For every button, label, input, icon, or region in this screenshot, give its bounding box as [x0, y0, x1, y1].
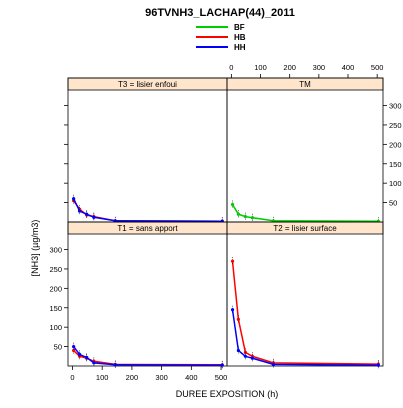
x-axis-label: DUREE EXPOSITION (h) — [176, 389, 279, 399]
y-tick-label-left: 100 — [49, 323, 62, 332]
y-tick-label-left: 200 — [49, 284, 62, 293]
panels: T3 = lisier enfoui TM T1 = sans apport T2 =… — [67, 77, 384, 370]
data-point-bf — [236, 212, 240, 216]
panel-border — [67, 77, 228, 223]
x-tick-label-bottom: 200 — [126, 373, 139, 382]
y-tick-label-right: 250 — [389, 121, 402, 130]
y-axis-label: [NH3] (µg/m3) — [30, 220, 40, 277]
panel-4: T2 = lisier surface — [226, 221, 384, 370]
data-point-bf — [250, 216, 254, 220]
x-tick-label-bottom: 0 — [70, 373, 74, 382]
data-point-hh — [230, 308, 235, 312]
data-point-hh — [113, 363, 117, 367]
panel-2: TM — [226, 77, 384, 226]
data-point-hh — [77, 209, 82, 213]
data-point-bf — [243, 214, 247, 219]
y-tick-label-left: 300 — [49, 246, 62, 255]
chart-title: 96TVNH3_LACHAP(44)_2011 — [145, 7, 295, 19]
legend-label-hb: HB — [234, 33, 246, 42]
data-point-hh — [236, 348, 240, 353]
series-line-hh — [72, 198, 223, 222]
data-point-hh — [92, 361, 96, 365]
panel-strip-label: T1 = sans apport — [117, 224, 178, 233]
data-point-hh — [92, 215, 96, 219]
data-point-hh — [243, 354, 247, 358]
x-tick-label-top: 300 — [313, 63, 326, 72]
series-line-hh — [231, 309, 379, 366]
legend-label-bf: BF — [234, 23, 245, 32]
y-tick-label-right: 50 — [389, 199, 397, 208]
x-tick-label-bottom: 300 — [155, 373, 168, 382]
panel-border — [67, 221, 228, 367]
y-tick-label-left: 250 — [49, 265, 62, 274]
data-point-hh — [72, 197, 76, 201]
series-line-hh — [73, 346, 223, 366]
panel-1: T3 = lisier enfoui — [67, 77, 228, 226]
panel-strip-label: T3 = lisier enfoui — [118, 80, 177, 89]
data-point-hh — [376, 363, 380, 367]
legend-label-hh: HH — [234, 43, 246, 52]
panel-3: T1 = sans apport — [67, 221, 228, 370]
x-tick-label-top: 100 — [254, 63, 267, 72]
axes: 0 0 100 100 200 200 300 300 400 400 500 500 50 50 100 1… — [49, 63, 401, 382]
data-point-hb — [230, 259, 235, 263]
x-tick-label-top: 400 — [342, 63, 355, 72]
series-line-hb — [231, 261, 379, 365]
x-tick-label-bottom: 500 — [215, 373, 228, 382]
data-point-bf — [230, 202, 235, 207]
panel-strip-label: TM — [299, 80, 311, 89]
panel-strip-label: T2 = lisier surface — [273, 224, 337, 233]
y-tick-label-right: 100 — [389, 179, 402, 188]
y-tick-label-left: 150 — [49, 304, 62, 313]
x-tick-label-bottom: 100 — [96, 373, 109, 382]
panel-border — [226, 221, 384, 367]
y-tick-label-right: 150 — [389, 160, 402, 169]
data-point-hb — [72, 348, 76, 353]
data-point-hh — [85, 212, 89, 216]
data-point-hb — [236, 317, 240, 322]
x-tick-label-top: 200 — [283, 63, 296, 72]
y-tick-label-right: 300 — [389, 102, 402, 111]
panel-border — [226, 77, 384, 223]
data-point-hh — [250, 356, 254, 360]
y-tick-label-left: 50 — [54, 343, 62, 352]
x-tick-label-top: 500 — [371, 63, 384, 72]
data-point-hh — [271, 362, 275, 367]
data-point-hh — [77, 352, 82, 356]
series-line-bf — [231, 204, 379, 222]
y-tick-label-right: 200 — [389, 140, 402, 149]
x-tick-label-top: 0 — [229, 63, 233, 72]
data-point-hh — [85, 355, 89, 360]
data-point-hh — [72, 344, 76, 349]
x-tick-label-bottom: 400 — [185, 373, 198, 382]
